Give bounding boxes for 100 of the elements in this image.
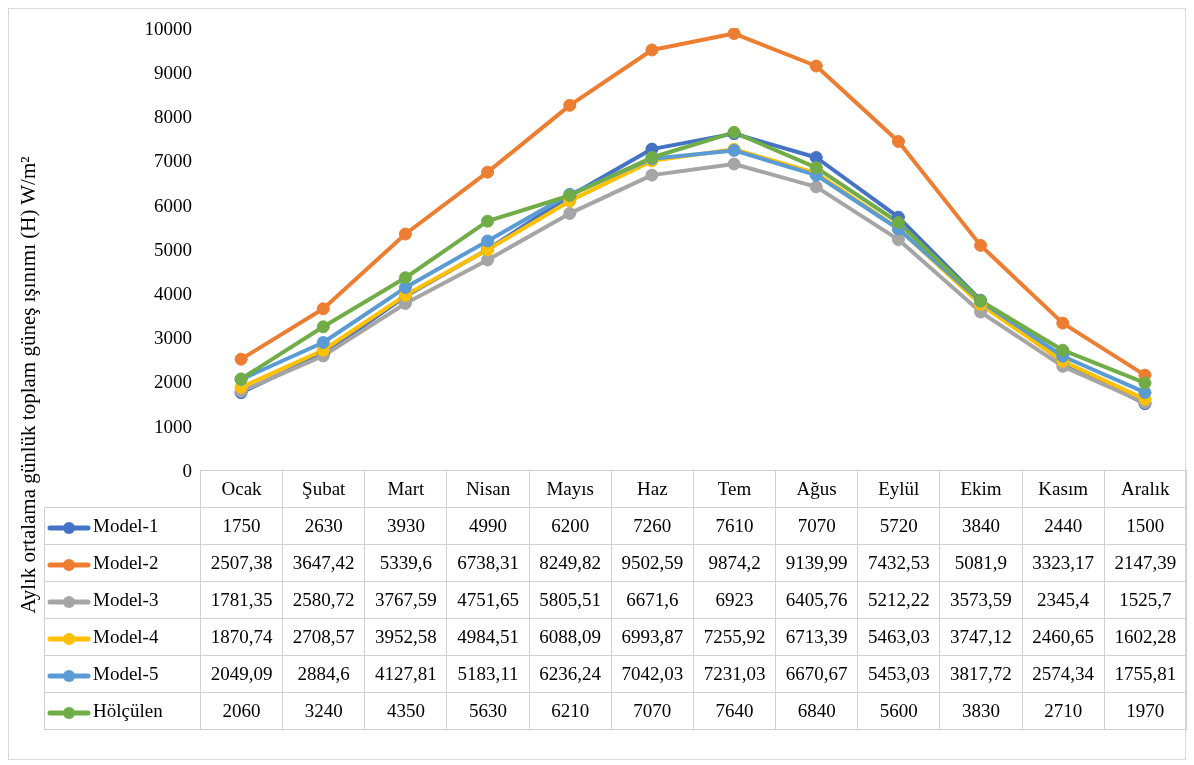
x-tick-label: Kasım: [1022, 470, 1105, 508]
x-tick-label: Eylül: [857, 470, 940, 508]
data-label: 2440: [1022, 507, 1105, 545]
data-label: 2507,38: [200, 544, 283, 582]
legend-label: Hölçülen: [93, 700, 163, 721]
data-label: 2147,39: [1104, 544, 1187, 582]
data-label: 2708,57: [282, 618, 365, 656]
x-tick-label: Haz: [611, 470, 694, 508]
y-axis-title: Aylık ortalama günlük toplam güneş ışınımı (H) W/m²: [15, 156, 41, 614]
data-label: 7042,03: [611, 655, 694, 693]
x-tick-label: Şubat: [282, 470, 365, 508]
data-label: 5720: [857, 507, 940, 545]
data-label: 6670,67: [775, 655, 858, 693]
data-label: 6840: [775, 692, 858, 730]
data-label: 7260: [611, 507, 694, 545]
data-label: 4984,51: [446, 618, 530, 656]
data-label: 3830: [939, 692, 1023, 730]
x-tick-label: Nisan: [446, 470, 530, 508]
data-label: 2049,09: [200, 655, 283, 693]
data-label: 8249,82: [529, 544, 612, 582]
data-label: 4127,81: [364, 655, 447, 693]
x-tick-label: Mart: [364, 470, 447, 508]
y-tick-label: 10000: [144, 17, 192, 39]
data-label: 6713,39: [775, 618, 858, 656]
y-tick-label: 7000: [154, 150, 192, 172]
data-label: 7070: [775, 507, 858, 545]
data-label: 7640: [693, 692, 776, 730]
data-label: 7231,03: [693, 655, 776, 693]
y-tick-label: 6000: [154, 194, 192, 216]
x-tick-label: Aralık: [1104, 470, 1187, 508]
data-label: 3240: [282, 692, 365, 730]
data-label: 3952,58: [364, 618, 447, 656]
data-label: 9502,59: [611, 544, 694, 582]
data-label: 5212,22: [857, 581, 940, 619]
data-label: 2630: [282, 507, 365, 545]
data-label: 3647,42: [282, 544, 365, 582]
legend-label: Model-4: [93, 626, 159, 647]
data-label: 3817,72: [939, 655, 1023, 693]
data-label: 6738,31: [446, 544, 530, 582]
data-label: 4350: [364, 692, 447, 730]
data-label: 6405,76: [775, 581, 858, 619]
data-label: 9874,2: [693, 544, 776, 582]
data-label: 2060: [200, 692, 283, 730]
data-label: 1970: [1104, 692, 1187, 730]
y-tick-label: 1000: [154, 415, 192, 437]
data-label: 1870,74: [200, 618, 283, 656]
data-label: 6210: [529, 692, 612, 730]
data-label: 3573,59: [939, 581, 1023, 619]
data-label: 3747,12: [939, 618, 1023, 656]
y-tick-label: 2000: [154, 371, 192, 393]
data-label: 3323,17: [1022, 544, 1105, 582]
x-tick-label: Ağus: [775, 470, 858, 508]
data-label: 5463,03: [857, 618, 940, 656]
data-label: 4751,65: [446, 581, 530, 619]
data-label: 1500: [1104, 507, 1187, 545]
data-label: 1755,81: [1104, 655, 1187, 693]
data-label: 6236,24: [529, 655, 612, 693]
data-label: 6671,6: [611, 581, 694, 619]
y-tick-label: 9000: [154, 61, 192, 83]
data-label: 2574,34: [1022, 655, 1105, 693]
data-label: 2710: [1022, 692, 1105, 730]
legend-label: Model-2: [93, 552, 159, 573]
data-label: 5630: [446, 692, 530, 730]
x-tick-label: Ocak: [200, 470, 283, 508]
data-label: 1750: [200, 507, 283, 545]
y-tick-label: 4000: [154, 282, 192, 304]
legend-label: Model-3: [93, 589, 159, 610]
data-label: 5805,51: [529, 581, 612, 619]
data-label: 2884,6: [282, 655, 365, 693]
data-label: 7432,53: [857, 544, 940, 582]
y-tick-label: 3000: [154, 327, 192, 349]
x-tick-label: Mayıs: [529, 470, 612, 508]
data-label: 3767,59: [364, 581, 447, 619]
data-label: 9139,99: [775, 544, 858, 582]
x-tick-label: Tem: [693, 470, 776, 508]
data-label: 5600: [857, 692, 940, 730]
data-label: 7610: [693, 507, 776, 545]
data-label: 6088,09: [529, 618, 612, 656]
y-tick-label: 5000: [154, 238, 192, 260]
data-label: 4990: [446, 507, 530, 545]
data-label: 1781,35: [200, 581, 283, 619]
data-label: 6200: [529, 507, 612, 545]
legend-label: Model-5: [93, 663, 159, 684]
data-label: 7255,92: [693, 618, 776, 656]
data-label: 3930: [364, 507, 447, 545]
data-label: 7070: [611, 692, 694, 730]
legend-label: Model-1: [93, 515, 159, 536]
data-label: 3840: [939, 507, 1023, 545]
data-label: 1602,28: [1104, 618, 1187, 656]
data-label: 5453,03: [857, 655, 940, 693]
y-tick-label: 0: [182, 459, 192, 481]
data-label: 2580,72: [282, 581, 365, 619]
data-label: 2460,65: [1022, 618, 1105, 656]
data-label: 2345,4: [1022, 581, 1105, 619]
data-label: 6993,87: [611, 618, 694, 656]
data-label: 6923: [693, 581, 776, 619]
x-tick-label: Ekim: [939, 470, 1023, 508]
data-label: 5081,9: [939, 544, 1023, 582]
data-label: 1525,7: [1104, 581, 1187, 619]
data-label: 5183,11: [446, 655, 530, 693]
